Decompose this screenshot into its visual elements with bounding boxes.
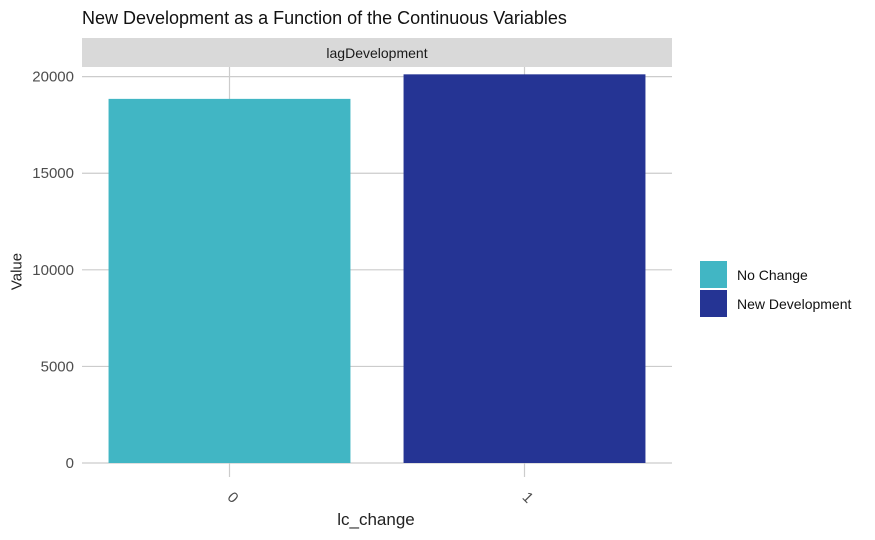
legend-item-no-change: No Change <box>700 260 851 289</box>
y-tick-label: 20000 <box>32 69 74 86</box>
y-tick-label: 10000 <box>32 262 74 279</box>
y-axis-label: Value <box>8 252 26 291</box>
legend-label: No Change <box>737 266 808 283</box>
bar-1 <box>403 74 646 463</box>
axes: 0 5000 10000 15000 20000 0 1 <box>32 69 536 507</box>
x-axis-label: lc_change <box>337 510 415 529</box>
legend-key-new-development <box>700 290 727 317</box>
y-tick-label: 15000 <box>32 165 74 182</box>
facet-label: lagDevelopment <box>326 45 428 61</box>
x-tick-label: 0 <box>224 489 242 507</box>
legend: No Change New Development <box>700 260 851 318</box>
bar-0 <box>108 98 351 463</box>
y-tick-label: 5000 <box>41 358 74 375</box>
legend-key-no-change <box>700 261 727 288</box>
facet-strip: lagDevelopment <box>82 38 672 67</box>
bars <box>108 74 646 463</box>
y-tick-label: 0 <box>66 455 74 472</box>
legend-label: New Development <box>737 295 852 312</box>
legend-item-new-development: New Development <box>700 289 851 318</box>
x-tick-label: 1 <box>519 489 537 507</box>
chart-title: New Development as a Function of the Con… <box>82 8 567 28</box>
